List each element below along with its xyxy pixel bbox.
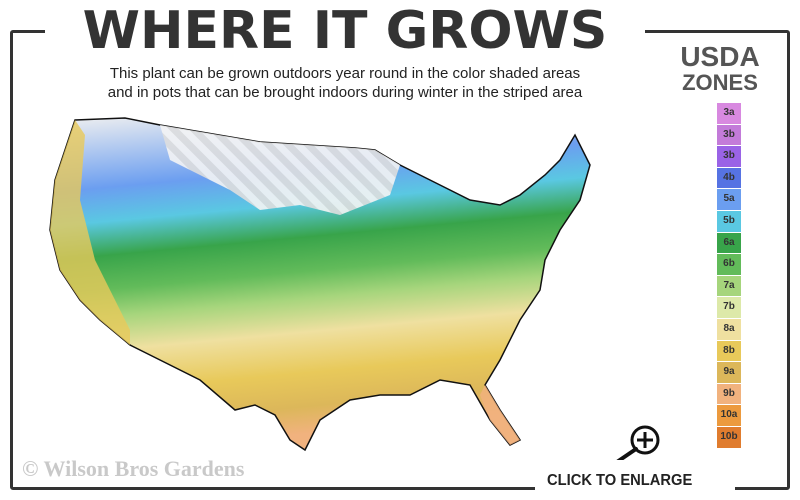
subtitle: This plant can be grown outdoors year ro… [40,64,650,102]
zone-swatch-7b: 7b [717,297,741,318]
click-to-enlarge-button[interactable]: CLICK TO ENLARGE [535,460,735,500]
zone-swatch-5b: 5b [717,210,741,232]
legend-title: USDA ZONES [660,41,780,96]
zone-swatch-8b: 8b [717,340,741,362]
page-title: WHERE IT GROWS [45,0,645,62]
zone-swatch-9b: 9b [717,383,741,405]
zone-swatch-9a: 9a [717,362,741,383]
subtitle-line-2: and in pots that can be brought indoors … [107,84,583,101]
zone-swatch-3b: 3b [717,146,741,167]
zone-swatch-10b: 10b [717,426,741,448]
zone-swatch-10a: 10a [717,405,741,426]
striped-area [160,125,400,215]
zone-swatch-8a: 8a [717,318,741,340]
zone-swatch-6b: 6b [717,254,741,275]
legend-title-line-1: USDA [680,41,760,72]
subtitle-line-1: This plant can be grown outdoors year ro… [109,65,581,82]
click-to-enlarge-label: CLICK TO ENLARGE [547,472,693,489]
zone-swatch-3b: 3b [717,124,741,146]
zone-swatch-4b: 4b [717,167,741,189]
legend-title-line-2: ZONES [682,70,758,95]
zone-legend: 3a 3b 3b 4b 5a 5b 6a 6b 7a 7b 8a 8b 9a 9b 10a 10b [717,103,741,449]
zone-swatch-3a: 3a [717,103,741,124]
copyright-credit: © Wilson Bros Gardens [22,456,245,481]
zone-swatch-5a: 5a [717,189,741,210]
west-coast-zone [50,120,130,345]
zone-swatch-6a: 6a [717,232,741,254]
zone-swatch-7a: 7a [717,275,741,297]
florida-zone [480,385,520,445]
